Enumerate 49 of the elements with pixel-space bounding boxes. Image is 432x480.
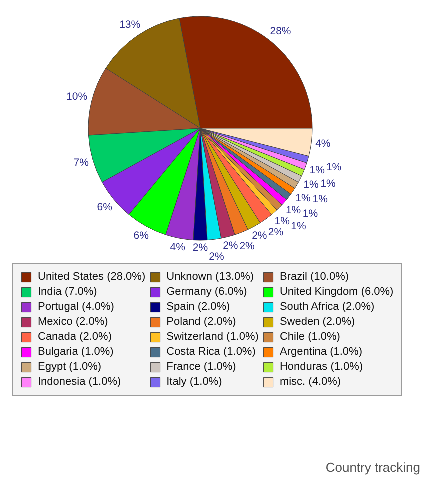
data-label: 1% — [291, 220, 306, 233]
data-label: 28% — [270, 25, 292, 38]
data-label: 4% — [170, 241, 186, 254]
legend-label: Poland (2.0%) — [166, 316, 236, 328]
legend-label: France (1.0%) — [166, 361, 236, 373]
data-label: 1% — [286, 204, 302, 217]
legend-label: Spain (2.0%) — [166, 301, 230, 313]
data-label: 2% — [240, 240, 255, 253]
data-label: 2% — [268, 226, 284, 238]
legend-label: Honduras (1.0%) — [280, 361, 364, 373]
legend-label: Chile (1.0%) — [280, 331, 340, 343]
data-label: 1% — [304, 178, 319, 191]
legend-label: Mexico (2.0%) — [38, 316, 108, 328]
legend-label: misc. (4.0%) — [280, 376, 342, 388]
legend-label: United Kingdom (6.0%) — [280, 286, 394, 298]
data-label: 10% — [66, 90, 88, 103]
text: Country tracking — [326, 460, 421, 475]
data-label: 4% — [316, 138, 331, 150]
data-label: 1% — [320, 178, 336, 190]
data-label: 1% — [326, 161, 342, 174]
legend-label: South Africa (2.0%) — [280, 301, 375, 313]
legend-label: Brazil (10.0%) — [280, 271, 350, 283]
data-label: 1% — [310, 164, 325, 177]
legend-label: Bulgaria (1.0%) — [38, 346, 114, 358]
legend-label: Canada (2.0%) — [38, 331, 112, 343]
legend-label: Italy (1.0%) — [166, 376, 222, 388]
legend-label: United States (28.0%) — [38, 271, 146, 283]
data-label: 1% — [274, 215, 290, 228]
legend-label: India (7.0%) — [38, 286, 98, 298]
legend-label: Portugal (4.0%) — [38, 301, 114, 313]
legend-label: Unknown (13.0%) — [166, 271, 254, 283]
data-label: 1% — [302, 208, 318, 220]
data-label: 1% — [312, 193, 328, 206]
data-label: 2% — [252, 230, 268, 242]
legend-label: Switzerland (1.0%) — [166, 331, 259, 343]
data-label: 13% — [120, 18, 141, 31]
legend-label: Egypt (1.0%) — [38, 361, 102, 373]
legend-label: Sweden (2.0%) — [280, 316, 356, 328]
data-label: 6% — [97, 202, 112, 214]
data-label: 2% — [192, 242, 208, 254]
legend-label: Germany (6.0%) — [166, 286, 248, 298]
data-label: 2% — [223, 240, 238, 252]
legend-label: Argentina (1.0%) — [280, 346, 362, 358]
legend-label: Costa Rica (1.0%) — [166, 346, 256, 358]
legend-label: Indonesia (1.0%) — [38, 376, 122, 388]
data-label: 6% — [134, 230, 149, 242]
data-label: 1% — [296, 192, 311, 204]
data-label: 2% — [209, 250, 224, 263]
data-label: 7% — [74, 157, 89, 170]
